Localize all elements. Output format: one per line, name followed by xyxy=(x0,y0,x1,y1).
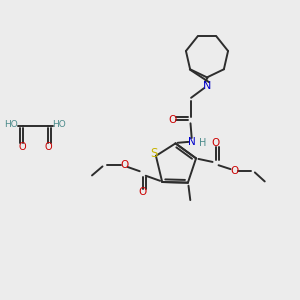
Text: O: O xyxy=(139,187,147,197)
Text: HO: HO xyxy=(4,120,18,129)
Text: S: S xyxy=(151,147,158,160)
Text: O: O xyxy=(230,166,238,176)
Text: O: O xyxy=(44,142,52,152)
Text: HO: HO xyxy=(52,120,66,129)
Text: H: H xyxy=(199,138,206,148)
Text: N: N xyxy=(203,81,211,91)
Text: O: O xyxy=(120,160,128,170)
Text: O: O xyxy=(168,115,177,125)
Text: O: O xyxy=(212,138,220,148)
Text: N: N xyxy=(188,137,196,147)
Text: O: O xyxy=(19,142,26,152)
